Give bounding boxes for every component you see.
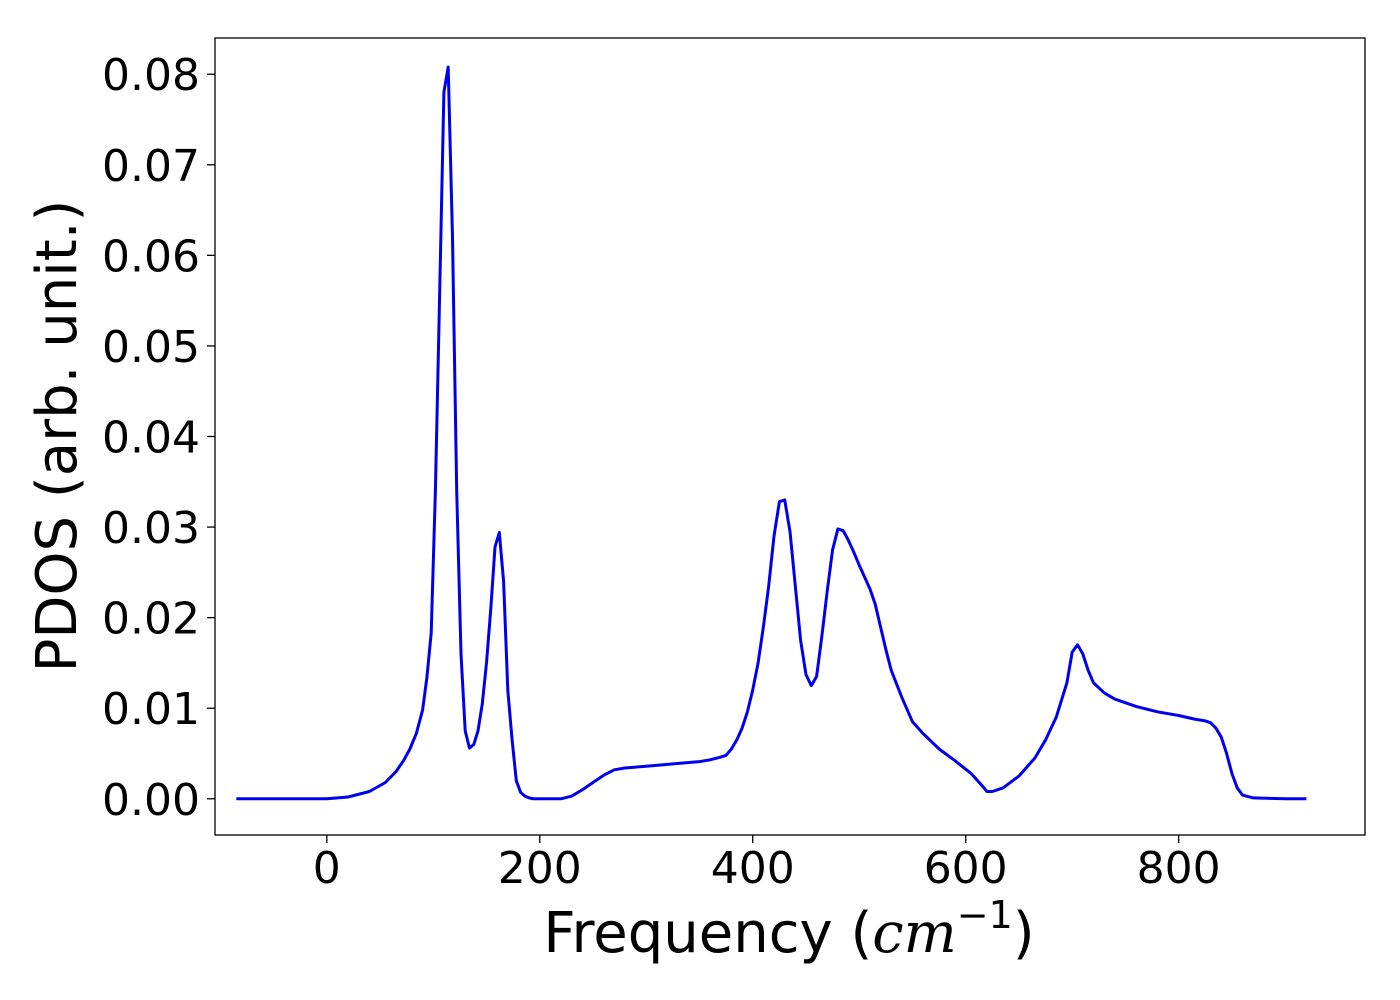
plot-frame [214,37,1366,836]
x-tick-label: 400 [711,843,795,894]
x-axis-label-text: Frequency [543,901,832,966]
x-tick-label: 0 [313,843,341,894]
x-tick-label: 800 [1137,843,1221,894]
x-axis-label: Frequency (cm−1) [543,893,1034,966]
y-tick-label: 0.04 [102,413,200,464]
x-axis-label-unit: cm [872,901,956,966]
y-tick-label: 0.03 [102,503,200,554]
y-tick-label: 0.05 [102,322,200,373]
x-tick-label: 600 [924,843,1008,894]
y-tick-label: 0.07 [102,141,200,192]
y-tick-label: 0.06 [102,231,200,282]
ticks-layer: 0 200 400 600 800 0.00 0.01 0.02 0.03 0.04 0.05 0.0… [102,50,1221,894]
y-tick-label: 0.00 [102,775,200,826]
pdos-series-line [236,65,1307,801]
y-axis-label: PDOS (arb. unit.) [25,200,90,673]
x-tick-label: 200 [498,843,582,894]
y-tick-label: 0.02 [102,594,200,645]
y-tick-label: 0.01 [102,684,200,735]
x-axis-label-exponent: −1 [957,893,1013,937]
y-tick-label: 0.08 [102,50,200,101]
